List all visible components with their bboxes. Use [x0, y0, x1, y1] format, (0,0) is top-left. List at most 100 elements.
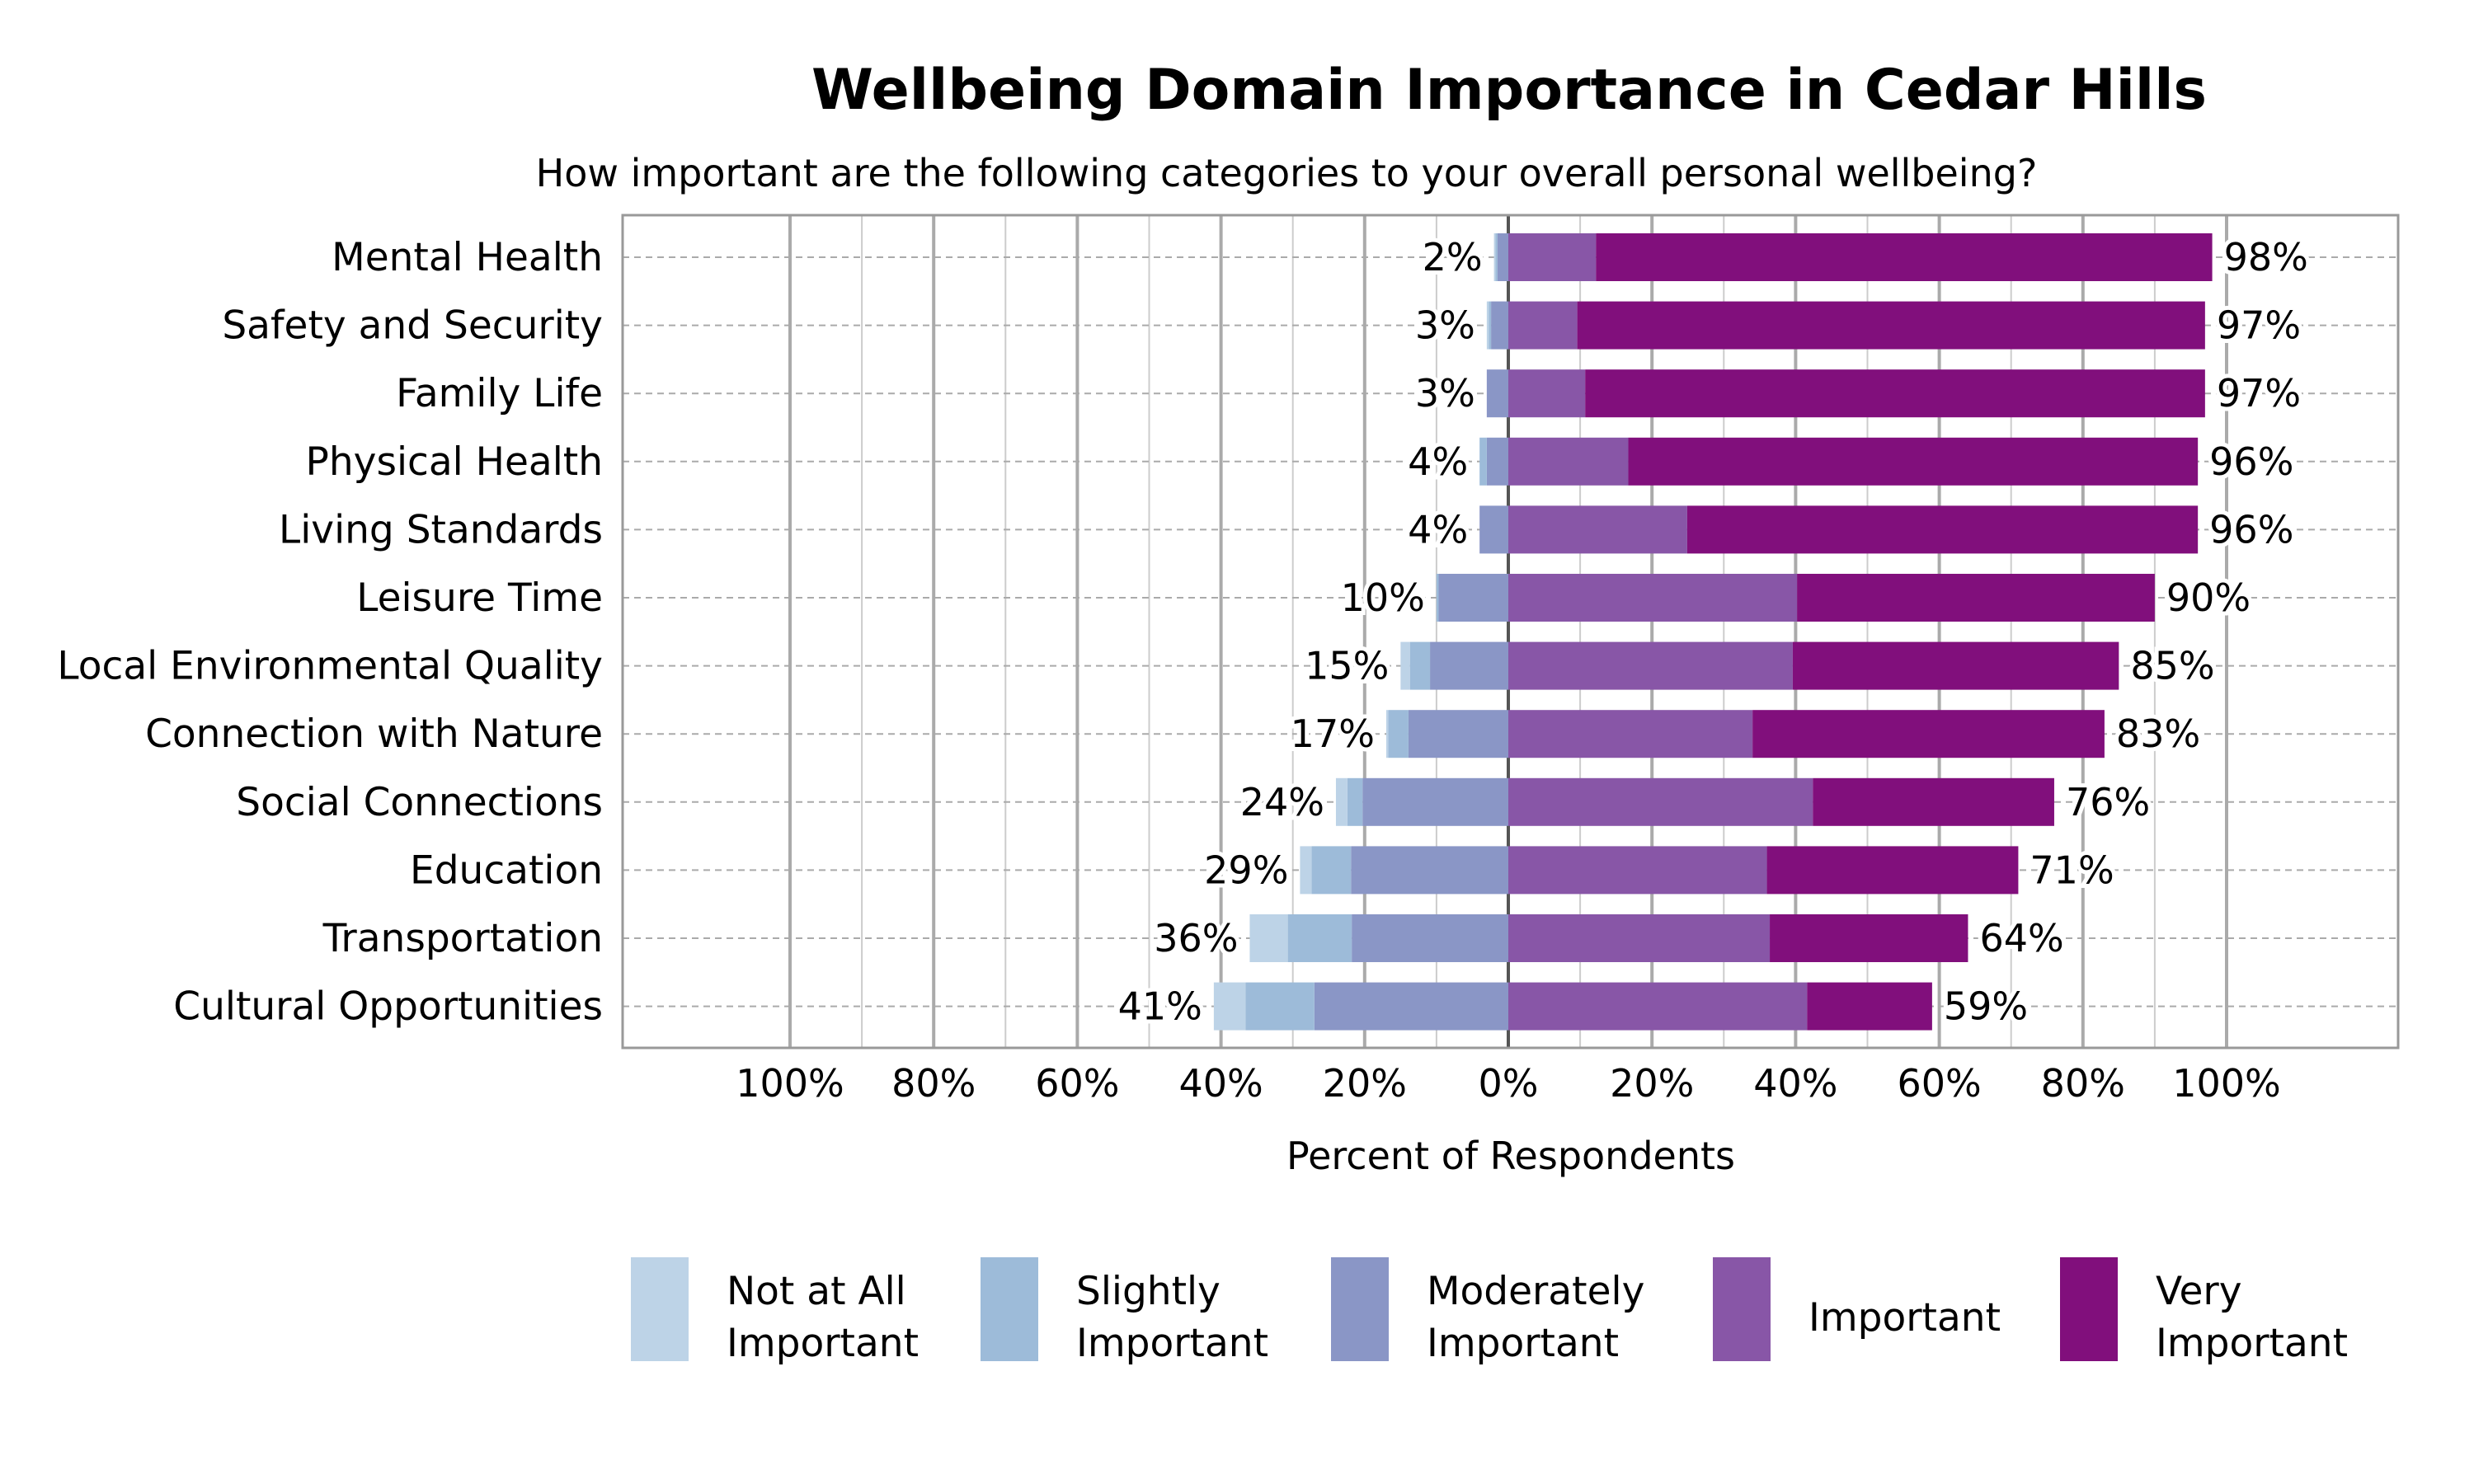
- bar-segment-not-at-all-important: [1400, 641, 1410, 690]
- legend-item: Very Important: [2060, 1257, 2348, 1366]
- bar-segment-not-at-all-important: [1486, 301, 1489, 350]
- bar-segment-moderately-important: [1408, 710, 1508, 758]
- x-tick-label: 20%: [1610, 1061, 1694, 1106]
- bar-segment-moderately-important: [1430, 641, 1508, 690]
- data-label-positive: 96%: [2209, 439, 2293, 484]
- bar-segment-slightly-important: [1245, 982, 1315, 1031]
- bar-segment-important: [1508, 437, 1629, 486]
- bar-segment-slightly-important: [1311, 846, 1352, 895]
- category-label: Education: [410, 848, 603, 893]
- bar-segment-not-at-all-important: [1300, 846, 1312, 895]
- bar-segment-moderately-important: [1497, 233, 1508, 281]
- legend-label: Important: [727, 1321, 919, 1366]
- legend-swatch: [1713, 1257, 1771, 1361]
- data-label-negative: 10%: [1341, 575, 1425, 620]
- bar-segment-moderately-important: [1351, 846, 1508, 895]
- legend-item: Important: [1713, 1257, 2001, 1361]
- data-label-negative: 3%: [1415, 303, 1475, 348]
- bar-segment-slightly-important: [1489, 301, 1492, 350]
- data-label-positive: 90%: [2166, 575, 2251, 620]
- x-tick-label: 60%: [1035, 1061, 1119, 1106]
- bar-segment-important: [1508, 641, 1793, 690]
- data-label-negative: 41%: [1118, 984, 1202, 1029]
- category-label: Local Environmental Quality: [57, 644, 603, 689]
- x-tick-label: 100%: [2172, 1061, 2281, 1106]
- bar-segment-very-important: [1766, 846, 2019, 895]
- data-label-negative: 29%: [1204, 848, 1288, 892]
- x-tick-label: 40%: [1178, 1061, 1263, 1106]
- bar-segment-slightly-important: [1495, 233, 1498, 281]
- data-label-negative: 24%: [1240, 780, 1324, 824]
- category-label: Mental Health: [332, 235, 603, 280]
- category-label: Social Connections: [236, 780, 603, 825]
- data-label-positive: 97%: [2217, 303, 2301, 348]
- data-label-negative: 15%: [1305, 644, 1389, 688]
- bar-segment-important: [1508, 914, 1771, 962]
- bar-segment-important: [1508, 369, 1586, 418]
- bar-segment-moderately-important: [1314, 982, 1508, 1031]
- bar-segment-moderately-important: [1486, 437, 1508, 486]
- bar-segment-very-important: [1585, 369, 2205, 418]
- x-tick-label: 80%: [891, 1061, 976, 1106]
- legend-swatch: [981, 1257, 1038, 1361]
- bar-segment-not-at-all-important: [1335, 777, 1348, 826]
- category-label: Physical Health: [306, 439, 603, 485]
- x-tick-label: 0%: [1479, 1061, 1539, 1106]
- category-label: Family Life: [396, 371, 603, 416]
- bar-segment-important: [1508, 505, 1687, 554]
- legend-label: Very: [2156, 1269, 2242, 1314]
- bar-segment-slightly-important: [1287, 914, 1352, 962]
- plot-border: [621, 214, 2400, 1050]
- bar-segment-very-important: [1628, 437, 2199, 486]
- category-label: Cultural Opportunities: [173, 984, 603, 1030]
- data-label-positive: 96%: [2209, 507, 2293, 552]
- legend-label: Moderately: [1427, 1269, 1644, 1314]
- data-label-negative: 36%: [1154, 916, 1238, 960]
- data-label-negative: 17%: [1291, 711, 1375, 756]
- chart-subtitle: How important are the following categori…: [536, 151, 2038, 195]
- bar-segment-important: [1508, 846, 1767, 895]
- x-tick-label: 60%: [1897, 1061, 1981, 1106]
- bar-segment-important: [1508, 982, 1808, 1031]
- bar-segment-not-at-all-important: [1249, 914, 1288, 962]
- legend-label: Important: [1076, 1321, 1268, 1366]
- x-tick-label: 20%: [1323, 1061, 1407, 1106]
- category-label: Safety and Security: [222, 303, 603, 349]
- bar-segment-very-important: [1770, 914, 1968, 962]
- bar-segment-not-at-all-important: [1493, 233, 1496, 281]
- bar-segment-not-at-all-important: [1213, 982, 1246, 1031]
- bar-segment-moderately-important: [1352, 914, 1508, 962]
- bar-segment-very-important: [1813, 777, 2054, 826]
- category-label: Living Standards: [279, 507, 603, 552]
- bar-segment-very-important: [1577, 301, 2205, 350]
- legend-item: Not at All Important: [631, 1257, 919, 1366]
- bar-segment-important: [1508, 233, 1597, 281]
- legend-label: Slightly: [1076, 1269, 1221, 1314]
- bar-segment-very-important: [1807, 982, 1932, 1031]
- bar-segment-very-important: [1596, 233, 2213, 281]
- category-label: Leisure Time: [356, 575, 603, 621]
- x-tick-label: 40%: [1753, 1061, 1837, 1106]
- legend-swatch: [1331, 1257, 1389, 1361]
- legend-item: Slightly Important: [981, 1257, 1268, 1366]
- bar-segment-important: [1508, 710, 1753, 758]
- data-label-positive: 98%: [2224, 235, 2308, 279]
- bars: 2% 98% 3% 97% 3% 97% 4% 96% 4% 96% 10% 90% 15% 85% 17%…: [1114, 231, 2312, 1033]
- x-tick-label: 100%: [736, 1061, 844, 1106]
- data-label-positive: 97%: [2217, 371, 2301, 416]
- data-label-positive: 59%: [1944, 984, 2028, 1029]
- bar-segment-very-important: [1752, 710, 2105, 758]
- bar-segment-important: [1508, 574, 1798, 622]
- bar-segment-moderately-important: [1486, 369, 1508, 418]
- legend-label: Important: [2156, 1321, 2348, 1366]
- legend-swatch: [631, 1257, 689, 1361]
- legend-item: Moderately Important: [1331, 1257, 1644, 1366]
- data-label-positive: 85%: [2130, 644, 2214, 688]
- x-axis-label: Percent of Respondents: [1286, 1134, 1735, 1178]
- bar-segment-moderately-important: [1438, 574, 1508, 622]
- data-label-positive: 64%: [1979, 916, 2063, 960]
- bar-segment-very-important: [1686, 505, 2199, 554]
- data-label-positive: 71%: [2030, 848, 2114, 892]
